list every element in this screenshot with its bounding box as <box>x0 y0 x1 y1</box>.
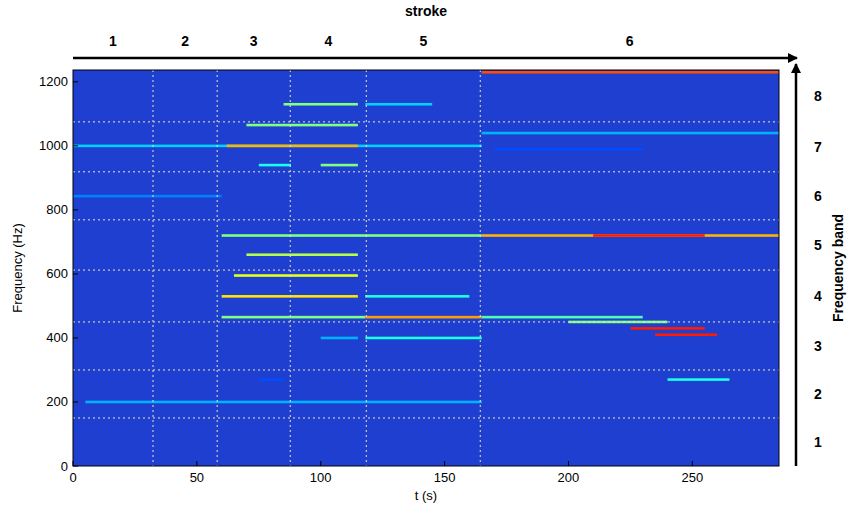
spectral-line <box>482 234 779 237</box>
band-label: 5 <box>814 237 822 253</box>
band-boundary <box>73 321 779 322</box>
band-label: 6 <box>814 188 822 204</box>
spectral-line <box>482 132 779 135</box>
x-tick-label: 150 <box>434 470 456 485</box>
y2-axis-title: Frequency band <box>830 214 846 322</box>
spectral-line <box>365 103 432 106</box>
spectral-line <box>321 337 358 340</box>
band-label: 8 <box>814 88 822 104</box>
band-boundary <box>73 270 779 271</box>
y-tick <box>73 273 78 274</box>
spectral-line <box>259 164 291 167</box>
stroke-label: 5 <box>419 33 427 49</box>
band-boundary <box>73 171 779 172</box>
stroke-boundary <box>290 70 291 466</box>
band-label: 4 <box>814 288 822 304</box>
band-boundary <box>73 417 779 418</box>
x-tick <box>196 461 197 466</box>
x-tick <box>444 461 445 466</box>
stroke-boundary <box>153 70 154 466</box>
y-tick-label: 200 <box>46 394 68 409</box>
y-tick <box>73 337 78 338</box>
plot-background <box>73 70 779 466</box>
y-tick-label: 1000 <box>39 138 68 153</box>
band-label: 1 <box>814 434 822 450</box>
spectral-line <box>234 274 358 277</box>
x-tick <box>320 461 321 466</box>
x-tick <box>568 461 569 466</box>
plot-frame <box>73 70 779 466</box>
spectral-line <box>246 253 357 256</box>
spectral-line <box>668 378 730 381</box>
spectral-line <box>222 316 366 319</box>
title: stroke <box>405 3 447 19</box>
band-boundary <box>73 121 779 122</box>
band-label: 2 <box>814 386 822 402</box>
y-tick-label: 600 <box>46 266 68 281</box>
spectral-line <box>655 333 717 336</box>
stroke-label: 3 <box>250 33 258 49</box>
y-tick <box>73 401 78 402</box>
y-tick-label: 800 <box>46 202 68 217</box>
band-boundary <box>73 219 779 220</box>
spectral-line <box>85 401 481 404</box>
y-tick-label: 400 <box>46 330 68 345</box>
spectral-line <box>365 295 469 298</box>
band-label: 3 <box>814 338 822 354</box>
x-tick-label: 200 <box>558 470 580 485</box>
y-tick <box>73 81 78 82</box>
spectral-line <box>482 71 779 74</box>
x-tick <box>692 461 693 466</box>
spectral-line <box>222 234 482 237</box>
band-arrow <box>795 64 798 466</box>
band-boundary <box>73 369 779 370</box>
stroke-boundary <box>480 70 481 466</box>
spectral-line <box>494 148 643 151</box>
y-axis-title: Frequency (Hz) <box>10 223 25 313</box>
stroke-label: 2 <box>181 33 189 49</box>
x-tick-label: 100 <box>310 470 332 485</box>
stroke-arrow <box>73 57 797 60</box>
y-tick <box>73 466 78 467</box>
x-axis-title: t (s) <box>415 488 437 503</box>
stroke-boundary <box>366 70 367 466</box>
spectral-line <box>73 145 482 148</box>
spectral-line <box>482 316 643 319</box>
stroke-label: 6 <box>626 33 634 49</box>
x-tick-label: 50 <box>190 470 204 485</box>
spectral-line <box>593 234 704 237</box>
y-tick <box>73 209 78 210</box>
y-tick-label: 1200 <box>39 74 68 89</box>
spectral-line <box>321 164 358 167</box>
spectral-line <box>227 145 358 148</box>
spectral-line <box>365 316 481 319</box>
stroke-label: 1 <box>109 33 117 49</box>
stroke-boundary <box>217 70 218 466</box>
x-tick-label: 0 <box>69 470 76 485</box>
chart: 0 50 100 150 200 250 0 200 400 600 800 1000 1200 t (s… <box>0 0 852 510</box>
spectral-line <box>630 327 704 330</box>
x-tick-label: 250 <box>681 470 703 485</box>
stroke-label: 4 <box>324 33 332 49</box>
spectral-lines <box>73 71 779 403</box>
y-tick-label: 0 <box>61 459 68 474</box>
x-tick <box>73 461 74 466</box>
y-tick <box>73 145 78 146</box>
spectral-line <box>365 337 481 340</box>
spectral-line <box>73 195 222 198</box>
band-label: 7 <box>814 139 822 155</box>
spectral-line <box>246 124 357 127</box>
spectral-line <box>284 103 358 106</box>
spectral-line <box>259 378 284 381</box>
